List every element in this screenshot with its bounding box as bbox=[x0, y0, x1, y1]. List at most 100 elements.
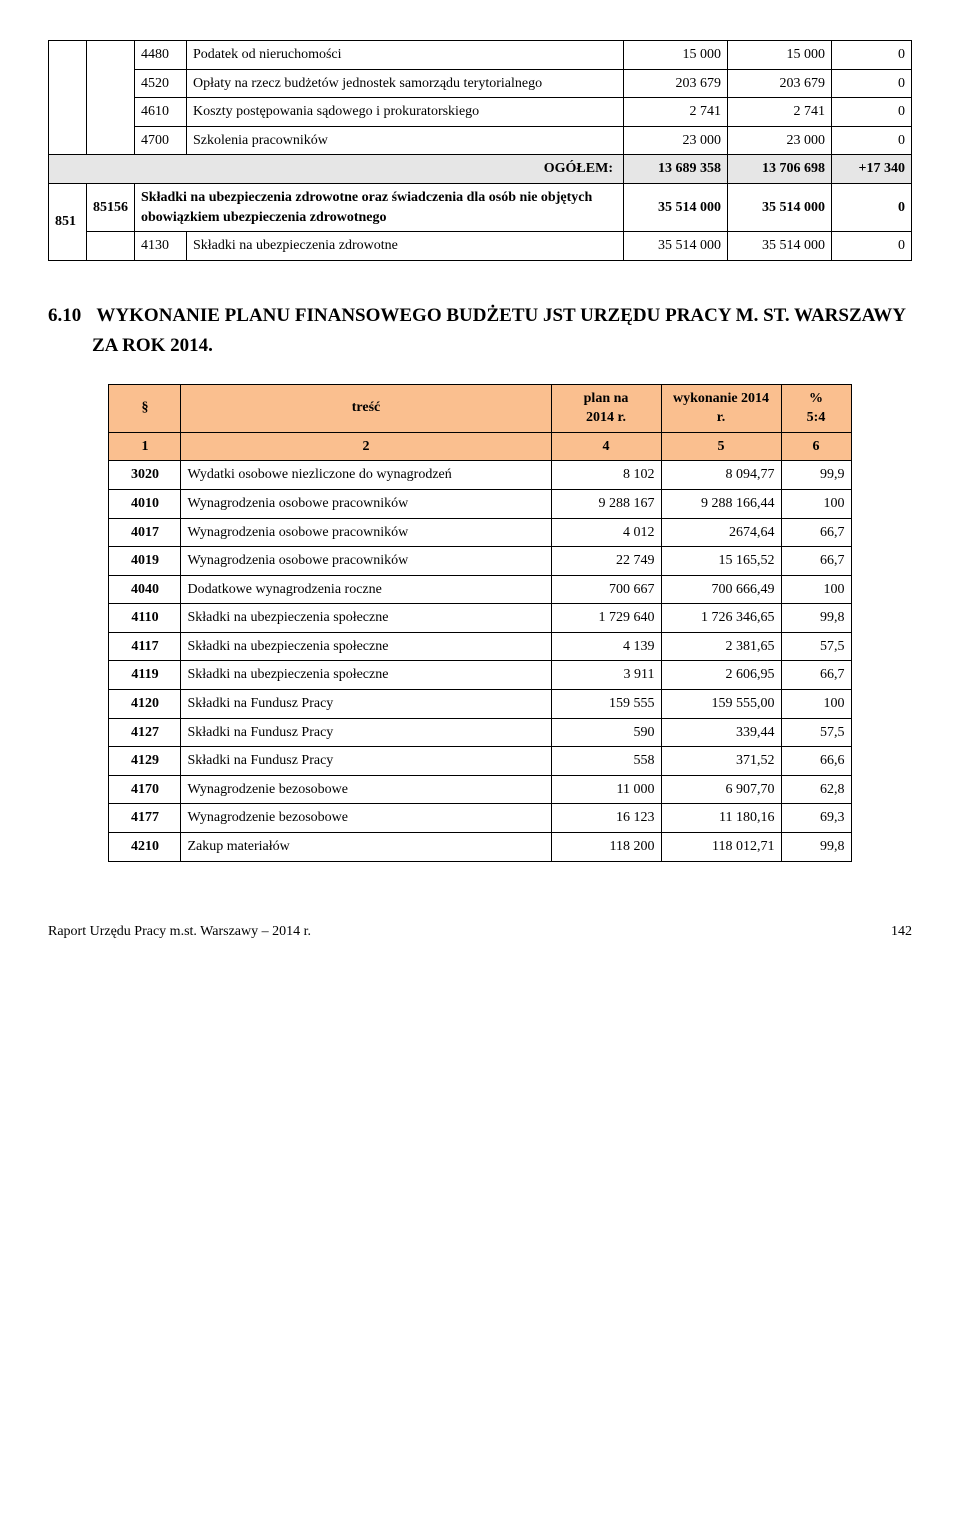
row-desc: Wynagrodzenia osobowe pracowników bbox=[181, 547, 551, 576]
col-index: 4 bbox=[551, 432, 661, 461]
group-code-b: 85156 bbox=[87, 183, 135, 231]
row-value: 0 bbox=[832, 98, 912, 127]
row-pct: 100 bbox=[781, 489, 851, 518]
total-label: OGÓŁEM: bbox=[49, 155, 624, 184]
row-value: 118 200 bbox=[551, 833, 661, 862]
row-paragraph: 3020 bbox=[109, 461, 181, 490]
row-pct: 66,7 bbox=[781, 661, 851, 690]
row-desc: Składki na Fundusz Pracy bbox=[181, 690, 551, 719]
col-header: plan na2014 r. bbox=[551, 384, 661, 432]
row-value: 3 911 bbox=[551, 661, 661, 690]
row-value: 23 000 bbox=[728, 126, 832, 155]
row-value: 558 bbox=[551, 747, 661, 776]
row-value: 203 679 bbox=[624, 69, 728, 98]
row-value: 15 000 bbox=[624, 41, 728, 70]
row-value: 0 bbox=[832, 126, 912, 155]
row-value: 8 102 bbox=[551, 461, 661, 490]
row-desc: Wynagrodzenie bezosobowe bbox=[181, 804, 551, 833]
row-desc: Wynagrodzenie bezosobowe bbox=[181, 775, 551, 804]
footer-left: Raport Urzędu Pracy m.st. Warszawy – 201… bbox=[48, 922, 311, 942]
row-value: 15 165,52 bbox=[661, 547, 781, 576]
row-desc: Składki na ubezpieczenia społeczne bbox=[181, 632, 551, 661]
row-value: 9 288 167 bbox=[551, 489, 661, 518]
row-value: 2 741 bbox=[728, 98, 832, 127]
col-index: 1 bbox=[109, 432, 181, 461]
row-value: 8 094,77 bbox=[661, 461, 781, 490]
col-blank-a bbox=[49, 41, 87, 155]
group-value: 35 514 000 bbox=[624, 183, 728, 231]
group-value: 0 bbox=[832, 183, 912, 231]
row-desc: Składki na ubezpieczenia społeczne bbox=[181, 661, 551, 690]
row-desc: Składki na ubezpieczenia społeczne bbox=[181, 604, 551, 633]
row-value: 159 555,00 bbox=[661, 690, 781, 719]
row-pct: 100 bbox=[781, 575, 851, 604]
row-paragraph: 4040 bbox=[109, 575, 181, 604]
footer-page-number: 142 bbox=[891, 922, 912, 942]
row-pct: 69,3 bbox=[781, 804, 851, 833]
row-paragraph: 4110 bbox=[109, 604, 181, 633]
row-value: 339,44 bbox=[661, 718, 781, 747]
row-paragraph: 4129 bbox=[109, 747, 181, 776]
row-value: 9 288 166,44 bbox=[661, 489, 781, 518]
row-desc: Składki na Fundusz Pracy bbox=[181, 747, 551, 776]
col-index: 2 bbox=[181, 432, 551, 461]
row-desc: Koszty postępowania sądowego i prokurato… bbox=[187, 98, 624, 127]
row-desc: Składki na Fundusz Pracy bbox=[181, 718, 551, 747]
row-value: 2674,64 bbox=[661, 518, 781, 547]
row-value: 700 666,49 bbox=[661, 575, 781, 604]
total-value: +17 340 bbox=[832, 155, 912, 184]
sub-value: 0 bbox=[832, 232, 912, 261]
row-desc: Opłaty na rzecz budżetów jednostek samor… bbox=[187, 69, 624, 98]
col-index: 5 bbox=[661, 432, 781, 461]
row-desc: Podatek od nieruchomości bbox=[187, 41, 624, 70]
row-value: 1 726 346,65 bbox=[661, 604, 781, 633]
section-heading: 6.10 WYKONANIE PLANU FINANSOWEGO BUDŻETU… bbox=[48, 301, 912, 362]
col-header: § bbox=[109, 384, 181, 432]
row-pct: 57,5 bbox=[781, 632, 851, 661]
row-value: 203 679 bbox=[728, 69, 832, 98]
row-value: 590 bbox=[551, 718, 661, 747]
row-pct: 100 bbox=[781, 690, 851, 719]
col-header: wykonanie 2014r. bbox=[661, 384, 781, 432]
row-code: 4700 bbox=[135, 126, 187, 155]
budget-table-1: 4480Podatek od nieruchomości15 00015 000… bbox=[48, 40, 912, 261]
section-number: 6.10 bbox=[48, 301, 92, 331]
row-value: 4 139 bbox=[551, 632, 661, 661]
row-pct: 99,9 bbox=[781, 461, 851, 490]
row-code: 4480 bbox=[135, 41, 187, 70]
row-value: 15 000 bbox=[728, 41, 832, 70]
row-value: 1 729 640 bbox=[551, 604, 661, 633]
row-value: 11 180,16 bbox=[661, 804, 781, 833]
row-value: 2 381,65 bbox=[661, 632, 781, 661]
row-value: 2 606,95 bbox=[661, 661, 781, 690]
row-pct: 62,8 bbox=[781, 775, 851, 804]
row-desc: Zakup materiałów bbox=[181, 833, 551, 862]
row-paragraph: 4210 bbox=[109, 833, 181, 862]
row-desc: Wydatki osobowe niezliczone do wynagrodz… bbox=[181, 461, 551, 490]
row-pct: 66,7 bbox=[781, 547, 851, 576]
page-footer: Raport Urzędu Pracy m.st. Warszawy – 201… bbox=[48, 922, 912, 942]
row-code: 4610 bbox=[135, 98, 187, 127]
col-header: %5:4 bbox=[781, 384, 851, 432]
sub-value: 35 514 000 bbox=[728, 232, 832, 261]
total-value: 13 706 698 bbox=[728, 155, 832, 184]
row-value: 4 012 bbox=[551, 518, 661, 547]
row-value: 2 741 bbox=[624, 98, 728, 127]
sub-code: 4130 bbox=[135, 232, 187, 261]
col-index: 6 bbox=[781, 432, 851, 461]
row-paragraph: 4017 bbox=[109, 518, 181, 547]
row-pct: 66,7 bbox=[781, 518, 851, 547]
row-paragraph: 4117 bbox=[109, 632, 181, 661]
row-value: 371,52 bbox=[661, 747, 781, 776]
sub-desc: Składki na ubezpieczenia zdrowotne bbox=[187, 232, 624, 261]
row-value: 23 000 bbox=[624, 126, 728, 155]
row-pct: 66,6 bbox=[781, 747, 851, 776]
row-value: 118 012,71 bbox=[661, 833, 781, 862]
row-value: 22 749 bbox=[551, 547, 661, 576]
row-desc: Dodatkowe wynagrodzenia roczne bbox=[181, 575, 551, 604]
sub-value: 35 514 000 bbox=[624, 232, 728, 261]
row-paragraph: 4127 bbox=[109, 718, 181, 747]
row-value: 6 907,70 bbox=[661, 775, 781, 804]
row-value: 16 123 bbox=[551, 804, 661, 833]
row-value: 11 000 bbox=[551, 775, 661, 804]
